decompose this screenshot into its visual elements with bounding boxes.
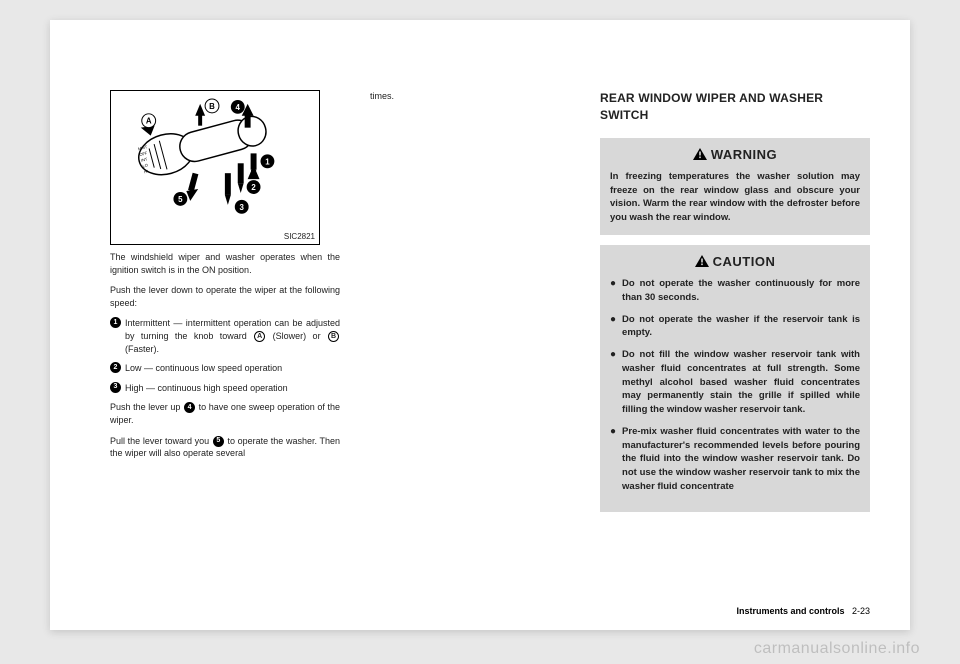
para-lever-up: Push the lever up 4 to have one sweep op… (110, 401, 340, 426)
caution-list: ●Do not operate the washer continuously … (610, 277, 860, 494)
warning-title-text: WARNING (711, 147, 777, 162)
column-middle: times. (370, 90, 570, 610)
item-high-text: High — continuous high speed operation (125, 382, 288, 395)
caution-item: ●Pre-mix washer fluid concentrates with … (610, 425, 860, 494)
caution-text: Do not operate the washer continuously f… (622, 277, 860, 305)
para-lever-pull: Pull the lever toward you 5 to operate t… (110, 435, 340, 460)
wiper-diagram: MIST OFF INT LO HI (110, 90, 320, 245)
callout-1: 1 (110, 317, 121, 328)
txt: Push the lever up (110, 402, 183, 412)
watermark: carmanualsonline.info (754, 640, 920, 658)
svg-text:A: A (146, 117, 152, 126)
warning-box: WARNING In freezing temperatures the was… (600, 138, 870, 235)
caution-text: Do not fill the window washer reservoir … (622, 348, 860, 417)
para-intro: The windshield wiper and washer operates… (110, 251, 340, 276)
txt: (Faster). (125, 344, 159, 354)
figure-id: SIC2821 (284, 231, 315, 242)
item-intermittent-text: Intermittent — intermittent operation ca… (125, 317, 340, 355)
item-intermittent: 1 Intermittent — intermittent operation … (110, 317, 340, 355)
warning-body: In freezing temperatures the washer solu… (610, 170, 860, 225)
caution-title-text: CAUTION (713, 254, 776, 269)
caution-title: CAUTION (610, 253, 860, 271)
para-continuation: times. (370, 90, 570, 103)
column-right: REAR WINDOW WIPER AND WASHER SWITCH WARN… (600, 90, 870, 610)
svg-text:4: 4 (236, 103, 241, 112)
caution-item: ●Do not operate the washer if the reserv… (610, 313, 860, 341)
bullet-icon: ● (610, 277, 616, 305)
caution-text: Pre-mix washer fluid concentrates with w… (622, 425, 860, 494)
bullet-icon: ● (610, 348, 616, 417)
bullet-icon: ● (610, 425, 616, 494)
svg-text:B: B (209, 102, 215, 111)
callout-5-inline: 5 (213, 436, 224, 447)
caution-text: Do not operate the washer if the reservo… (622, 313, 860, 341)
caution-item: ●Do not fill the window washer reservoir… (610, 348, 860, 417)
callout-3: 3 (110, 382, 121, 393)
column-left: MIST OFF INT LO HI (110, 90, 340, 610)
callout-2: 2 (110, 362, 121, 373)
warning-icon (693, 148, 707, 160)
item-low: 2 Low — continuous low speed operation (110, 362, 340, 375)
callout-B-inline: B (328, 331, 339, 342)
caution-icon (695, 255, 709, 267)
callout-4-inline: 4 (184, 402, 195, 413)
footer-page: 2-23 (852, 606, 870, 616)
svg-text:3: 3 (240, 203, 245, 212)
bullet-icon: ● (610, 313, 616, 341)
warning-title: WARNING (610, 146, 860, 164)
wiper-stalk-illustration: MIST OFF INT LO HI (121, 96, 309, 225)
para-push-down: Push the lever down to operate the wiper… (110, 284, 340, 309)
txt: Pull the lever toward you (110, 436, 212, 446)
item-low-text: Low — continuous low speed operation (125, 362, 282, 375)
txt: (Slower) or (266, 331, 327, 341)
svg-text:2: 2 (251, 183, 256, 192)
manual-page: MIST OFF INT LO HI (50, 20, 910, 630)
svg-text:1: 1 (265, 157, 270, 166)
callout-A-inline: A (254, 331, 265, 342)
item-high: 3 High — continuous high speed operation (110, 382, 340, 395)
svg-text:5: 5 (178, 195, 183, 204)
page-footer: Instruments and controls 2-23 (736, 606, 870, 616)
section-heading: REAR WINDOW WIPER AND WASHER SWITCH (600, 90, 870, 124)
caution-box: CAUTION ●Do not operate the washer conti… (600, 245, 870, 512)
caution-item: ●Do not operate the washer continuously … (610, 277, 860, 305)
footer-section: Instruments and controls (736, 606, 844, 616)
